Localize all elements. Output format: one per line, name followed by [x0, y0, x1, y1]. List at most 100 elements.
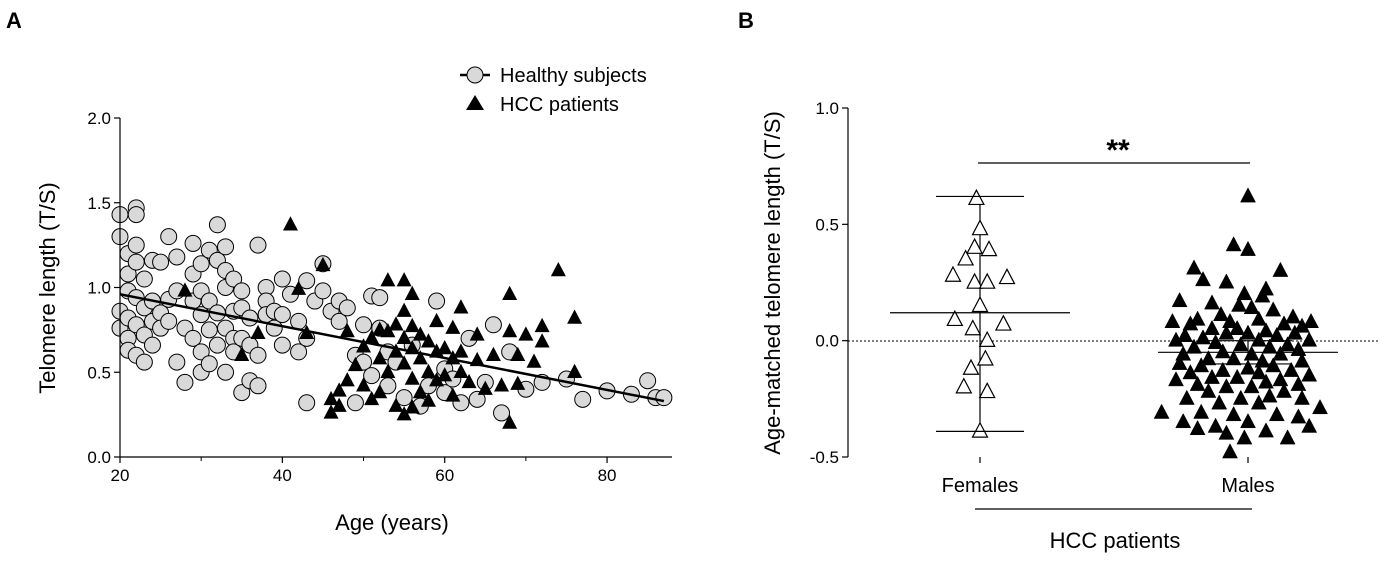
point-male	[1290, 408, 1307, 424]
point-hcc	[380, 323, 396, 338]
point-male	[1258, 322, 1274, 338]
point-male	[1229, 319, 1246, 335]
point-hcc	[445, 387, 461, 402]
point-male	[1218, 324, 1235, 340]
point-hcc	[372, 384, 388, 399]
point-hcc	[494, 377, 510, 392]
plot-a-points	[111, 199, 673, 429]
point-male	[1294, 389, 1310, 405]
point-healthy	[135, 353, 153, 371]
point-male	[1225, 236, 1242, 252]
point-healthy	[208, 216, 226, 234]
point-healthy	[160, 228, 178, 246]
point-male	[1218, 273, 1235, 289]
y-tick-label-b: 0.0	[815, 332, 839, 351]
point-hcc	[388, 397, 404, 412]
x-tick-label-a: 40	[273, 466, 292, 485]
point-hcc	[534, 317, 550, 333]
point-healthy	[184, 234, 202, 252]
point-hcc	[388, 316, 404, 331]
point-male	[1240, 359, 1256, 375]
point-healthy	[468, 390, 486, 408]
point-male	[1200, 350, 1217, 366]
point-male	[1303, 312, 1319, 329]
point-hcc	[412, 326, 428, 341]
point-hcc	[429, 372, 445, 387]
y-axis-title-a: Telomere length (T/S)	[35, 182, 60, 394]
legend-circle-icon	[466, 66, 484, 84]
plot-b-error-bars	[890, 195, 1338, 433]
point-male	[1164, 312, 1181, 329]
point-male	[1243, 378, 1260, 394]
point-male	[1229, 368, 1246, 384]
point-hcc	[396, 302, 412, 317]
point-hcc	[453, 343, 469, 358]
point-male	[1211, 394, 1228, 410]
point-hcc	[396, 272, 412, 287]
point-healthy	[273, 336, 291, 354]
point-healthy	[493, 404, 511, 422]
point-healthy	[184, 329, 202, 347]
point-male	[1231, 296, 1247, 312]
y-tick-label-b: 1.0	[815, 99, 839, 118]
point-male	[1240, 324, 1256, 340]
y-tick-label-a: 0.0	[87, 448, 111, 467]
point-male	[1214, 343, 1231, 359]
point-hcc	[567, 309, 583, 324]
point-male	[1258, 422, 1274, 438]
point-hcc	[420, 333, 436, 348]
point-hcc	[461, 373, 477, 389]
point-female	[944, 265, 962, 282]
point-male	[1250, 364, 1267, 380]
point-healthy	[200, 321, 218, 339]
point-hcc	[550, 262, 566, 277]
point-male	[1272, 371, 1289, 387]
x-axis-title-a: Age (years)	[335, 510, 449, 535]
point-hcc	[331, 397, 347, 412]
point-male	[1294, 352, 1310, 368]
point-healthy	[574, 390, 592, 408]
point-male	[1204, 319, 1220, 335]
point-male	[1268, 326, 1285, 342]
point-hcc	[282, 216, 298, 231]
plot-a-axes: 0.0 0.5 1.0 1.5 2.0 20 40 60 80	[87, 109, 672, 485]
point-male	[1204, 294, 1220, 310]
point-female	[980, 240, 998, 257]
point-hcc	[437, 339, 453, 355]
point-male	[1207, 333, 1224, 349]
point-hcc	[469, 326, 485, 341]
x-tick-label-a: 80	[598, 466, 617, 485]
point-healthy	[273, 306, 291, 324]
point-hcc	[404, 285, 420, 300]
significance-label: **	[1106, 134, 1130, 167]
point-male	[1182, 315, 1199, 331]
point-healthy	[273, 270, 291, 288]
point-hcc	[331, 382, 347, 397]
legend-triangle-icon	[466, 95, 484, 110]
y-tick-label-a: 0.5	[87, 363, 111, 382]
point-male	[1301, 417, 1318, 433]
point-healthy	[225, 270, 243, 288]
point-healthy	[160, 312, 178, 330]
point-male	[1213, 305, 1229, 322]
point-hcc	[339, 372, 355, 387]
point-healthy	[298, 394, 316, 412]
point-healthy	[298, 272, 316, 290]
panel-b: B -0.5 0.0 0.5 1.0 ** Females Males HCC pat…	[738, 8, 1380, 553]
point-hcc	[502, 285, 518, 300]
point-male	[1286, 324, 1303, 340]
panel-a-letter: A	[6, 8, 22, 33]
point-healthy	[233, 384, 251, 402]
point-male	[1218, 378, 1235, 394]
point-hcc	[323, 390, 339, 406]
point-healthy	[363, 367, 381, 385]
point-male	[1225, 406, 1242, 422]
point-healthy	[395, 389, 413, 407]
point-hcc	[234, 346, 250, 361]
point-hcc	[453, 299, 469, 314]
point-hcc	[445, 319, 461, 334]
point-male	[1193, 403, 1210, 419]
point-healthy	[249, 236, 267, 254]
point-healthy	[176, 373, 194, 391]
